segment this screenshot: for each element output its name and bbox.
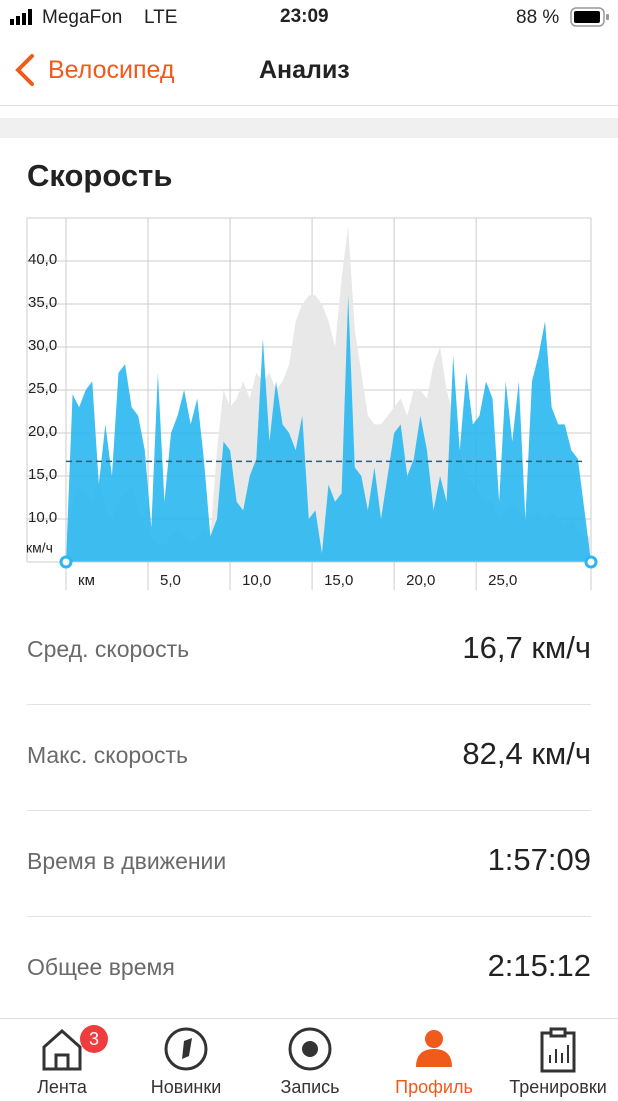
tab-label: Новинки <box>150 1077 222 1097</box>
stat-value: 2:15:12 <box>487 948 591 983</box>
tab-label: Профиль <box>395 1077 473 1097</box>
stat-label: Время в движении <box>27 848 227 874</box>
stat-row: Макс. скорость 82,4 км/ч <box>27 704 591 811</box>
signal-icon <box>10 9 32 25</box>
tab-label: Запись <box>280 1077 340 1097</box>
carrier: MegaFon <box>42 7 123 28</box>
tab[interactable]: Тренировки <box>496 1019 618 1101</box>
battery-level: 88 % <box>516 7 560 28</box>
y-tick-label: 10,0 <box>28 509 57 526</box>
stat-row: Общее время 2:15:12 <box>27 916 591 1022</box>
tab-icon <box>416 1030 452 1067</box>
x-tick-label: 15,0 <box>324 572 353 589</box>
tab[interactable]: Профиль <box>372 1019 496 1101</box>
header: Велосипед Анализ <box>0 35 618 106</box>
range-handle <box>584 555 598 569</box>
battery-icon <box>570 7 609 27</box>
x-tick-label: 5,0 <box>160 572 181 589</box>
tab-icon <box>288 1027 332 1071</box>
x-tick-label: 10,0 <box>242 572 271 589</box>
badge: 3 <box>80 1025 108 1053</box>
y-tick-label: 30,0 <box>28 337 57 354</box>
stat-row: Время в движении 1:57:09 <box>27 810 591 917</box>
tab[interactable]: Лента 3 <box>0 1019 124 1101</box>
speed-area <box>66 295 591 562</box>
y-tick-label: 25,0 <box>28 380 57 397</box>
stat-value: 82,4 км/ч <box>462 736 591 771</box>
range-handle <box>59 555 73 569</box>
chart: 10,0 15,0 20,0 25,0 30,0 35,0 40,0 км/ч км 5,0 10,… <box>26 217 598 590</box>
tab-label: Лента <box>37 1077 87 1097</box>
tab-label: Тренировки <box>509 1077 607 1097</box>
time: 23:09 <box>280 6 329 27</box>
status-bar: MegaFon LTE 23:09 88 % <box>0 0 618 35</box>
tab-icon <box>42 1028 82 1071</box>
tab-icon <box>540 1027 576 1073</box>
stat-label: Сред. скорость <box>27 636 190 662</box>
y-axis-label: км/ч <box>26 540 53 556</box>
tab[interactable]: Новинки <box>124 1019 248 1101</box>
stat-row: Сред. скорость 16,7 км/ч <box>27 598 591 705</box>
x-tick-label: 20,0 <box>406 572 435 589</box>
stat-label: Общее время <box>27 954 175 980</box>
network: LTE <box>144 7 178 28</box>
stat-value: 1:57:09 <box>487 842 591 877</box>
x-axis-label: км <box>78 572 95 589</box>
y-tick-label: 15,0 <box>28 466 57 483</box>
y-tick-label: 40,0 <box>28 251 57 268</box>
separator-band <box>0 118 618 138</box>
x-tick-label: 25,0 <box>488 572 517 589</box>
chart-title: Скорость <box>27 158 173 193</box>
stat-label: Макс. скорость <box>27 742 189 768</box>
stat-value: 16,7 км/ч <box>462 630 591 665</box>
page-title: Анализ <box>259 56 350 84</box>
tab-bar: Лента 3 Новинки Запись Профиль Тренировки <box>0 1018 618 1101</box>
y-tick-label: 35,0 <box>28 294 57 311</box>
y-tick-label: 20,0 <box>28 423 57 440</box>
tab-icon <box>164 1027 208 1071</box>
back-button[interactable]: Велосипед <box>48 56 175 84</box>
back-icon[interactable] <box>14 54 36 86</box>
tab[interactable]: Запись <box>248 1019 372 1101</box>
